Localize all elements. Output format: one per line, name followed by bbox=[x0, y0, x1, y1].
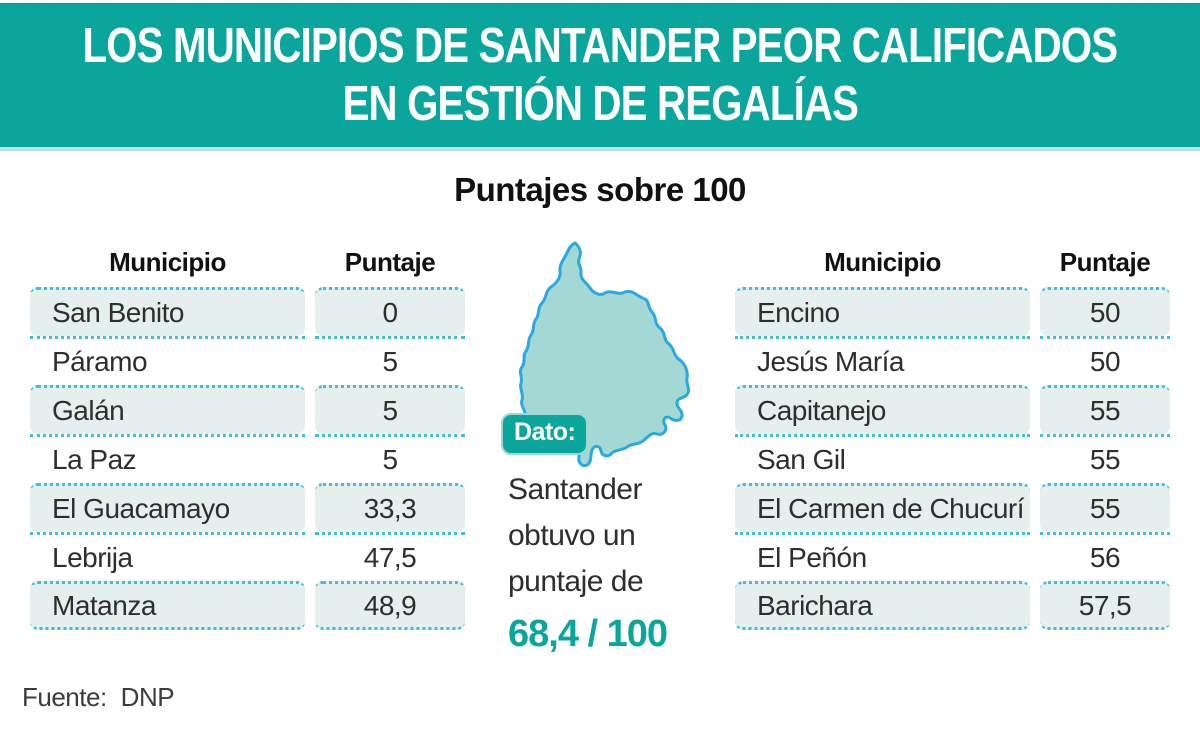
municipio-cell: El Carmen de Chucurí bbox=[735, 483, 1030, 532]
main-content: Municipio Puntaje San Benito 0 Páramo 5 … bbox=[0, 237, 1200, 655]
source-label: Fuente: bbox=[22, 682, 107, 712]
santander-score: 68,4 / 100 bbox=[508, 613, 668, 655]
table-row: San Gil 55 bbox=[735, 434, 1170, 483]
title-line-2: EN GESTIÓN DE REGALÍAS bbox=[342, 76, 858, 131]
table-row: Jesús María 50 bbox=[735, 336, 1170, 385]
puntaje-cell: 55 bbox=[1040, 385, 1170, 434]
santander-map-shape bbox=[518, 241, 691, 467]
subtitle: Puntajes sobre 100 bbox=[454, 171, 746, 208]
column-header-puntaje: Puntaje bbox=[1059, 246, 1151, 277]
puntaje-cell: 5 bbox=[315, 336, 465, 385]
table-row: Páramo 5 bbox=[30, 336, 465, 385]
left-table: Municipio Puntaje San Benito 0 Páramo 5 … bbox=[30, 237, 465, 630]
municipio-cell: Galán bbox=[30, 385, 305, 434]
table-row: Barichara 57,5 bbox=[735, 581, 1170, 630]
table-row: San Benito 0 bbox=[30, 287, 465, 336]
municipio-cell: Páramo bbox=[30, 336, 305, 385]
puntaje-cell: 55 bbox=[1040, 434, 1170, 483]
dato-line-1: Santander bbox=[508, 473, 642, 506]
santander-map bbox=[489, 239, 701, 467]
dato-badge: Dato: bbox=[501, 413, 589, 455]
left-table-header: Municipio Puntaje bbox=[30, 237, 465, 287]
puntaje-cell: 56 bbox=[1040, 532, 1170, 581]
right-table-header: Municipio Puntaje bbox=[735, 237, 1170, 287]
puntaje-cell: 0 bbox=[315, 287, 465, 336]
municipio-cell: Encino bbox=[735, 287, 1030, 336]
source-note: Fuente: DNP bbox=[22, 682, 175, 713]
municipio-cell: Jesús María bbox=[735, 336, 1030, 385]
table-row: La Paz 5 bbox=[30, 434, 465, 483]
table-row: Capitanejo 55 bbox=[735, 385, 1170, 434]
municipio-cell: Lebrija bbox=[30, 532, 305, 581]
table-row: El Peñón 56 bbox=[735, 532, 1170, 581]
municipio-cell: El Peñón bbox=[735, 532, 1030, 581]
puntaje-cell: 50 bbox=[1040, 336, 1170, 385]
table-row: El Carmen de Chucurí 55 bbox=[735, 483, 1170, 532]
puntaje-cell: 5 bbox=[315, 385, 465, 434]
source-value: DNP bbox=[120, 682, 175, 712]
dato-line-2: obtuvo un bbox=[508, 519, 636, 552]
dato-text: Santander obtuvo un puntaje de 68,4 / 10… bbox=[508, 467, 668, 656]
municipio-cell: San Benito bbox=[30, 287, 305, 336]
title-banner: LOS MUNICIPIOS DE SANTANDER PEOR CALIFIC… bbox=[0, 3, 1200, 151]
table-row: Matanza 48,9 bbox=[30, 581, 465, 630]
puntaje-cell: 57,5 bbox=[1040, 581, 1170, 630]
table-row: Lebrija 47,5 bbox=[30, 532, 465, 581]
puntaje-cell: 50 bbox=[1040, 287, 1170, 336]
column-header-puntaje: Puntaje bbox=[344, 246, 436, 277]
title-line-1: LOS MUNICIPIOS DE SANTANDER PEOR CALIFIC… bbox=[82, 18, 1119, 73]
puntaje-cell: 48,9 bbox=[315, 581, 465, 630]
municipio-cell: Barichara bbox=[735, 581, 1030, 630]
municipio-cell: Matanza bbox=[30, 581, 305, 630]
municipio-cell: Capitanejo bbox=[735, 385, 1030, 434]
center-column: Dato: Santander obtuvo un puntaje de 68,… bbox=[465, 237, 735, 655]
dato-line-3: puntaje de bbox=[508, 565, 644, 598]
table-row: Galán 5 bbox=[30, 385, 465, 434]
puntaje-cell: 55 bbox=[1040, 483, 1170, 532]
table-row: Encino 50 bbox=[735, 287, 1170, 336]
municipio-cell: La Paz bbox=[30, 434, 305, 483]
puntaje-cell: 33,3 bbox=[315, 483, 465, 532]
municipio-cell: El Guacamayo bbox=[30, 483, 305, 532]
column-header-municipio: Municipio bbox=[824, 246, 941, 277]
column-header-municipio: Municipio bbox=[109, 246, 226, 277]
puntaje-cell: 5 bbox=[315, 434, 465, 483]
right-table: Municipio Puntaje Encino 50 Jesús María … bbox=[735, 237, 1170, 630]
municipio-cell: San Gil bbox=[735, 434, 1030, 483]
puntaje-cell: 47,5 bbox=[315, 532, 465, 581]
table-row: El Guacamayo 33,3 bbox=[30, 483, 465, 532]
